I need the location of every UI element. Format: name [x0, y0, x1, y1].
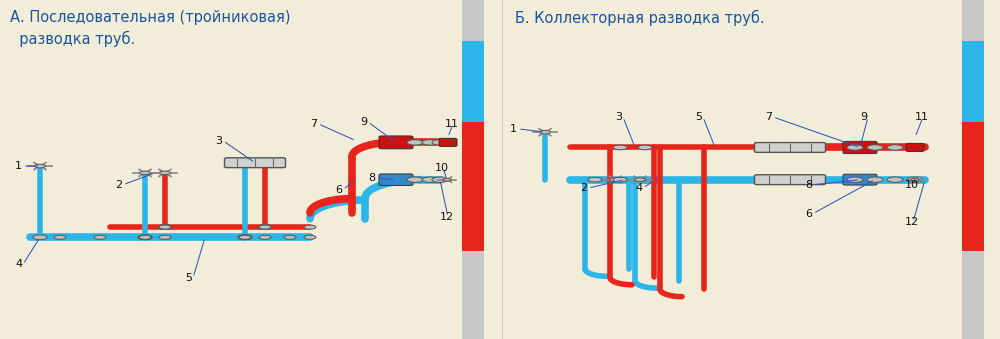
FancyBboxPatch shape	[755, 175, 826, 185]
Circle shape	[443, 178, 451, 181]
Circle shape	[158, 225, 172, 230]
Text: 11: 11	[445, 119, 459, 129]
Circle shape	[867, 177, 883, 182]
Circle shape	[907, 177, 923, 182]
Text: 4: 4	[15, 259, 22, 270]
FancyBboxPatch shape	[843, 174, 877, 185]
Circle shape	[54, 235, 66, 239]
FancyBboxPatch shape	[224, 158, 286, 167]
Circle shape	[140, 171, 150, 175]
Text: 3: 3	[215, 136, 222, 146]
Circle shape	[407, 177, 423, 182]
Text: 8: 8	[368, 173, 375, 183]
Text: 7: 7	[765, 112, 772, 122]
Circle shape	[613, 145, 627, 150]
Text: 10: 10	[435, 163, 449, 173]
Circle shape	[259, 225, 271, 229]
Circle shape	[422, 140, 438, 145]
Text: 5: 5	[695, 112, 702, 122]
Text: 6: 6	[805, 208, 812, 219]
Circle shape	[238, 235, 252, 240]
Circle shape	[432, 140, 448, 145]
FancyBboxPatch shape	[439, 138, 457, 146]
Circle shape	[432, 177, 448, 182]
Circle shape	[138, 235, 152, 240]
Circle shape	[158, 225, 172, 230]
Circle shape	[540, 131, 550, 134]
Bar	[962, 0, 984, 339]
Bar	[462, 41, 484, 122]
Text: 8: 8	[805, 180, 812, 190]
Circle shape	[304, 225, 316, 229]
Circle shape	[258, 225, 272, 230]
Bar	[962, 41, 984, 122]
Text: 12: 12	[905, 217, 919, 227]
Circle shape	[638, 145, 652, 150]
Circle shape	[610, 178, 620, 181]
Circle shape	[887, 177, 903, 182]
Text: 5: 5	[185, 273, 192, 283]
Circle shape	[33, 235, 47, 240]
Circle shape	[138, 235, 152, 240]
Bar	[962, 122, 984, 251]
Circle shape	[907, 145, 923, 150]
Text: 9: 9	[360, 117, 367, 127]
Text: 2: 2	[580, 183, 587, 193]
Text: 7: 7	[310, 119, 317, 129]
Text: 3: 3	[615, 112, 622, 122]
Circle shape	[284, 235, 296, 239]
Circle shape	[588, 177, 602, 182]
Circle shape	[94, 235, 106, 239]
Circle shape	[867, 145, 883, 150]
Bar	[462, 122, 484, 251]
Circle shape	[139, 235, 151, 239]
Circle shape	[422, 177, 438, 182]
Bar	[462, 0, 484, 339]
Text: А. Последовательная (тройниковая)
  разводка труб.: А. Последовательная (тройниковая) развод…	[10, 10, 290, 46]
FancyBboxPatch shape	[755, 142, 826, 153]
FancyBboxPatch shape	[379, 174, 413, 185]
Text: Б. Коллекторная разводка труб.: Б. Коллекторная разводка труб.	[515, 10, 765, 26]
Text: 9: 9	[860, 112, 867, 122]
Circle shape	[613, 177, 627, 182]
Text: 4: 4	[635, 183, 642, 193]
Circle shape	[160, 171, 170, 175]
Circle shape	[159, 235, 171, 239]
Circle shape	[239, 235, 251, 239]
Circle shape	[259, 235, 271, 239]
Circle shape	[238, 235, 252, 240]
FancyBboxPatch shape	[379, 136, 413, 149]
Circle shape	[635, 178, 645, 181]
Circle shape	[911, 178, 919, 181]
Circle shape	[887, 145, 903, 150]
FancyBboxPatch shape	[906, 143, 924, 152]
Circle shape	[159, 225, 171, 229]
Text: 1: 1	[510, 124, 517, 134]
Circle shape	[258, 225, 272, 230]
Circle shape	[35, 164, 45, 168]
Text: 6: 6	[335, 185, 342, 195]
Circle shape	[847, 145, 863, 150]
Text: 12: 12	[440, 212, 454, 222]
Circle shape	[407, 140, 423, 145]
Text: 10: 10	[905, 180, 919, 190]
Text: 1: 1	[15, 161, 22, 171]
FancyBboxPatch shape	[843, 141, 877, 154]
Text: 11: 11	[915, 112, 929, 122]
Circle shape	[847, 177, 863, 182]
Circle shape	[304, 235, 316, 239]
Text: 2: 2	[115, 180, 122, 190]
